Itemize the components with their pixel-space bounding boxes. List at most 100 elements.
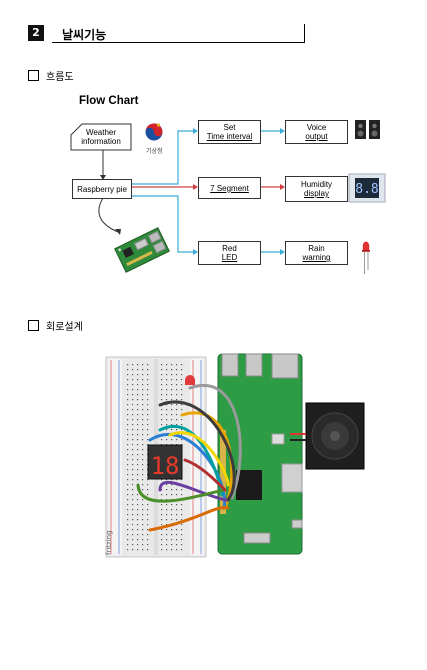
breadboard-hole <box>132 449 134 451</box>
arrowhead-icon <box>100 175 106 180</box>
breadboard-hole <box>161 504 163 506</box>
breadboard-hole <box>127 449 129 451</box>
breadboard-hole <box>132 424 134 426</box>
breadboard-hole <box>142 429 144 431</box>
breadboard-hole <box>127 514 129 516</box>
breadboard-hole <box>166 419 168 421</box>
breadboard-hole <box>181 374 183 376</box>
flowchart-connectors: 8.8 <box>70 120 386 274</box>
breadboard-hole <box>127 479 129 481</box>
breadboard-hole <box>142 384 144 386</box>
breadboard-hole <box>137 374 139 376</box>
breadboard-hole <box>181 434 183 436</box>
breadboard-hole <box>132 544 134 546</box>
breadboard-hole <box>181 369 183 371</box>
box-text-line: output <box>305 132 328 141</box>
breadboard-hole <box>137 434 139 436</box>
breadboard-hole <box>137 419 139 421</box>
checkbox-icon <box>28 320 39 331</box>
breadboard-hole <box>161 364 163 366</box>
breadboard-hole <box>166 424 168 426</box>
checkbox-icon <box>28 70 39 81</box>
breadboard-hole <box>176 509 178 511</box>
breadboard-hole <box>161 424 163 426</box>
breadboard-hole <box>171 374 173 376</box>
breadboard-hole <box>137 519 139 521</box>
breadboard-hole <box>127 539 129 541</box>
breadboard-hole <box>147 379 149 381</box>
breadboard-hole <box>142 484 144 486</box>
breadboard-hole <box>132 484 134 486</box>
breadboard-hole <box>142 504 144 506</box>
section-label-flow: 흐름도 <box>46 72 74 83</box>
breadboard-hole <box>147 519 149 521</box>
breadboard-hole <box>142 424 144 426</box>
speaker-icon <box>355 120 380 139</box>
breadboard-hole <box>176 494 178 496</box>
raspberry-pi-board-icon <box>114 227 170 273</box>
breadboard-hole <box>166 384 168 386</box>
breadboard-hole <box>181 539 183 541</box>
breadboard-hole <box>171 539 173 541</box>
breadboard-hole <box>127 389 129 391</box>
breadboard-hole <box>127 369 129 371</box>
breadboard-hole <box>147 434 149 436</box>
speaker-icon <box>290 402 365 470</box>
breadboard-hole <box>176 539 178 541</box>
breadboard-hole <box>171 494 173 496</box>
breadboard-hole <box>147 374 149 376</box>
breadboard-hole <box>147 539 149 541</box>
breadboard-hole <box>127 509 129 511</box>
breadboard-hole <box>137 409 139 411</box>
breadboard-hole <box>176 544 178 546</box>
breadboard-hole <box>127 459 129 461</box>
breadboard-hole <box>147 534 149 536</box>
breadboard-hole <box>161 529 163 531</box>
breadboard-hole <box>161 494 163 496</box>
breadboard-hole <box>127 429 129 431</box>
breadboard-hole <box>166 494 168 496</box>
breadboard-hole <box>142 374 144 376</box>
breadboard-hole <box>132 479 134 481</box>
breadboard-hole <box>137 464 139 466</box>
breadboard-hole <box>161 399 163 401</box>
breadboard-hole <box>176 419 178 421</box>
breadboard-hole <box>147 509 149 511</box>
breadboard-hole <box>127 384 129 386</box>
breadboard-hole <box>137 549 139 551</box>
breadboard-hole <box>181 409 183 411</box>
breadboard-hole <box>127 494 129 496</box>
breadboard-hole <box>147 409 149 411</box>
breadboard-hole <box>161 409 163 411</box>
breadboard-hole <box>132 504 134 506</box>
breadboard-hole <box>161 534 163 536</box>
breadboard-hole <box>142 524 144 526</box>
breadboard-hole <box>176 384 178 386</box>
breadboard-hole <box>137 449 139 451</box>
breadboard-hole <box>132 509 134 511</box>
breadboard-hole <box>176 404 178 406</box>
breadboard-hole <box>127 424 129 426</box>
breadboard-hole <box>127 444 129 446</box>
breadboard-hole <box>137 439 139 441</box>
arrowhead-icon <box>280 128 285 134</box>
breadboard-hole <box>127 464 129 466</box>
breadboard-hole <box>147 524 149 526</box>
breadboard-hole <box>176 364 178 366</box>
breadboard-hole <box>142 514 144 516</box>
breadboard-hole <box>127 504 129 506</box>
breadboard-hole <box>176 369 178 371</box>
breadboard-hole <box>132 439 134 441</box>
breadboard-hole <box>127 549 129 551</box>
arrowhead-icon <box>280 184 285 190</box>
breadboard-hole <box>166 514 168 516</box>
breadboard-hole <box>171 384 173 386</box>
breadboard-hole <box>132 534 134 536</box>
breadboard-hole <box>171 404 173 406</box>
breadboard-hole <box>137 414 139 416</box>
breadboard-hole <box>142 394 144 396</box>
breadboard-hole <box>132 514 134 516</box>
breadboard-hole <box>161 374 163 376</box>
breadboard-hole <box>142 534 144 536</box>
box-humidity-display: Humidity display <box>285 176 348 202</box>
